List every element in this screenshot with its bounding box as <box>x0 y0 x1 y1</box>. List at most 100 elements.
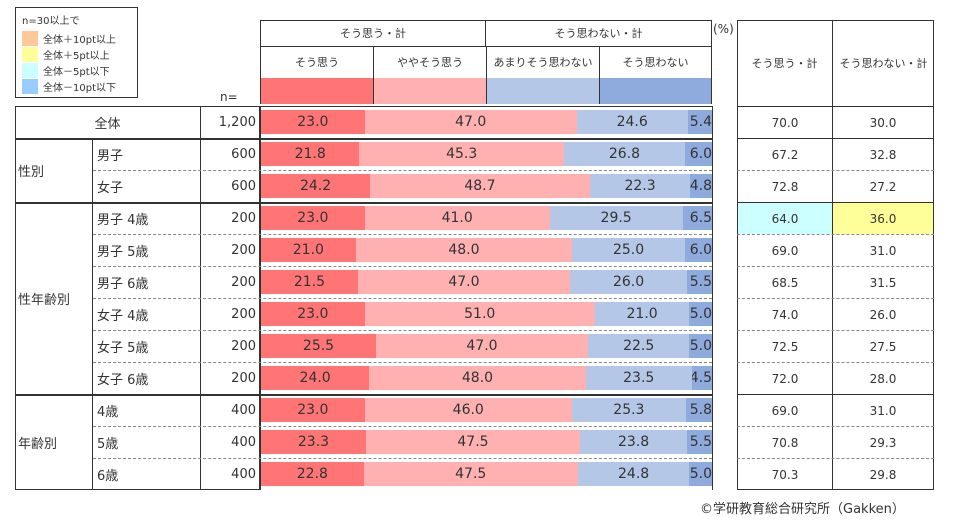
bar-segment-1: 25.5 <box>261 334 376 358</box>
stacked-bar: 21.8 45.3 26.8 6.0 <box>261 138 712 170</box>
bar-segment-2: 47.0 <box>376 334 588 358</box>
bar-segment-4: 6.0 <box>684 142 712 166</box>
summary-header: そう思う・計 <box>751 57 818 70</box>
legend-swatch <box>22 78 38 94</box>
header-series: そう思わない <box>599 46 712 78</box>
bar-segment-4: 4.5 <box>691 366 712 390</box>
summary-no: 31.0 <box>869 403 897 418</box>
summary-yes: 72.8 <box>771 179 799 194</box>
summary-no: 30.0 <box>869 115 897 130</box>
row-n: 200 <box>231 338 256 354</box>
row-n: 400 <box>231 466 256 482</box>
bar-segment-2: 51.0 <box>364 302 595 326</box>
header-series: そう思う <box>260 46 373 78</box>
group-label: 性年齢別 <box>18 292 71 308</box>
row-n: 1,200 <box>218 114 256 130</box>
bar-segment-2: 46.0 <box>364 398 572 422</box>
row-divider <box>737 362 934 363</box>
summary-yes: 70.3 <box>771 467 799 482</box>
bar-segment-4: 5.0 <box>689 302 712 326</box>
row-divider <box>93 298 712 299</box>
bar-segment-1: 23.0 <box>261 206 365 230</box>
stacked-bar: 21.5 47.0 26.0 5.5 <box>261 266 712 298</box>
bar-segment-3: 23.8 <box>579 430 688 454</box>
summary-yes: 72.5 <box>771 339 799 354</box>
row-label: 全体 <box>94 116 121 132</box>
legend: n=30以上で 全体＋10pt以上 全体＋5pt以上 全体－5pt以下 全体－10pt… <box>15 7 138 98</box>
legend-swatch <box>22 30 38 46</box>
row-divider <box>93 426 712 427</box>
bar-segment-3: 21.0 <box>594 302 690 326</box>
row-divider <box>93 234 712 235</box>
row-n: 200 <box>231 306 256 322</box>
divider <box>15 106 712 107</box>
bar-segment-3: 29.5 <box>549 206 683 230</box>
bar-segment-3: 22.5 <box>587 334 690 358</box>
summary-header: そう思わない・計 <box>839 57 928 70</box>
bar-segment-1: 22.8 <box>261 462 364 486</box>
stacked-bar: 24.2 48.7 22.3 4.8 <box>261 170 712 202</box>
group-divider <box>15 394 712 396</box>
bar-segment-2: 41.0 <box>364 206 550 230</box>
summary-yes: 67.2 <box>771 147 799 162</box>
row-divider <box>93 458 712 459</box>
percent-label: (%) <box>713 22 734 36</box>
summary-no: 26.0 <box>869 307 897 322</box>
bar-segment-4: 5.8 <box>685 398 712 422</box>
summary-no: 29.3 <box>869 435 897 450</box>
group-divider <box>737 202 934 203</box>
summary-no: 36.0 <box>833 203 933 234</box>
legend-item: 全体－10pt以下 <box>22 78 131 94</box>
row-n: 200 <box>231 210 256 226</box>
legend-label: 全体－5pt以下 <box>43 66 110 78</box>
bar-segment-3: 26.8 <box>563 142 685 166</box>
bar-segment-4: 5.0 <box>689 334 712 358</box>
row-label: 女子 <box>97 180 124 196</box>
bar-segment-3: 24.8 <box>577 462 690 486</box>
legend-swatch <box>22 46 38 62</box>
summary-no: 27.2 <box>869 179 897 194</box>
bar-segment-1: 21.0 <box>261 238 356 262</box>
bar-segment-2: 47.5 <box>365 430 580 454</box>
group-divider <box>737 138 934 139</box>
group-divider <box>737 394 934 395</box>
bar-segment-1: 24.2 <box>261 174 371 198</box>
summary-no: 27.5 <box>869 339 897 354</box>
divider <box>712 106 713 490</box>
bar-segment-4: 5.5 <box>687 430 712 454</box>
header-series-swatch <box>486 78 599 104</box>
bar-segment-1: 23.0 <box>261 110 365 134</box>
row-n: 600 <box>231 146 256 162</box>
row-divider <box>737 330 934 331</box>
bar-segment-2: 47.0 <box>364 110 577 134</box>
bar-segment-1: 21.5 <box>261 270 358 294</box>
bar-segment-3: 22.3 <box>589 174 691 198</box>
legend-item: 全体＋10pt以上 <box>22 30 131 46</box>
row-label: 6歳 <box>97 468 119 484</box>
row-label: 5歳 <box>97 436 119 452</box>
bar-segment-3: 23.5 <box>585 366 692 390</box>
row-divider <box>93 362 712 363</box>
row-n: 200 <box>231 274 256 290</box>
bar-segment-1: 23.0 <box>261 302 365 326</box>
bar-segment-2: 48.0 <box>355 238 573 262</box>
row-label: 男子 6歳 <box>97 276 149 292</box>
row-divider <box>737 298 934 299</box>
row-divider <box>737 426 934 427</box>
header-series-swatch <box>599 78 712 104</box>
header-group-yes: そう思う・計 <box>260 20 486 46</box>
row-n: 200 <box>231 370 256 386</box>
stacked-bar: 23.0 47.0 24.6 5.4 <box>261 106 712 138</box>
row-divider <box>93 330 712 331</box>
legend-label: 全体＋5pt以上 <box>43 50 110 62</box>
summary-yes: 72.0 <box>771 371 799 386</box>
row-n: 200 <box>231 242 256 258</box>
bar-segment-3: 25.0 <box>572 238 685 262</box>
bar-segment-1: 21.8 <box>261 142 360 166</box>
header-series: ややそう思う <box>373 46 486 78</box>
divider <box>92 138 93 490</box>
header-series-swatch <box>260 78 373 104</box>
legend-item: 全体＋5pt以上 <box>22 46 131 62</box>
bar-segment-4: 5.4 <box>687 110 712 134</box>
summary-no: 29.8 <box>869 467 897 482</box>
